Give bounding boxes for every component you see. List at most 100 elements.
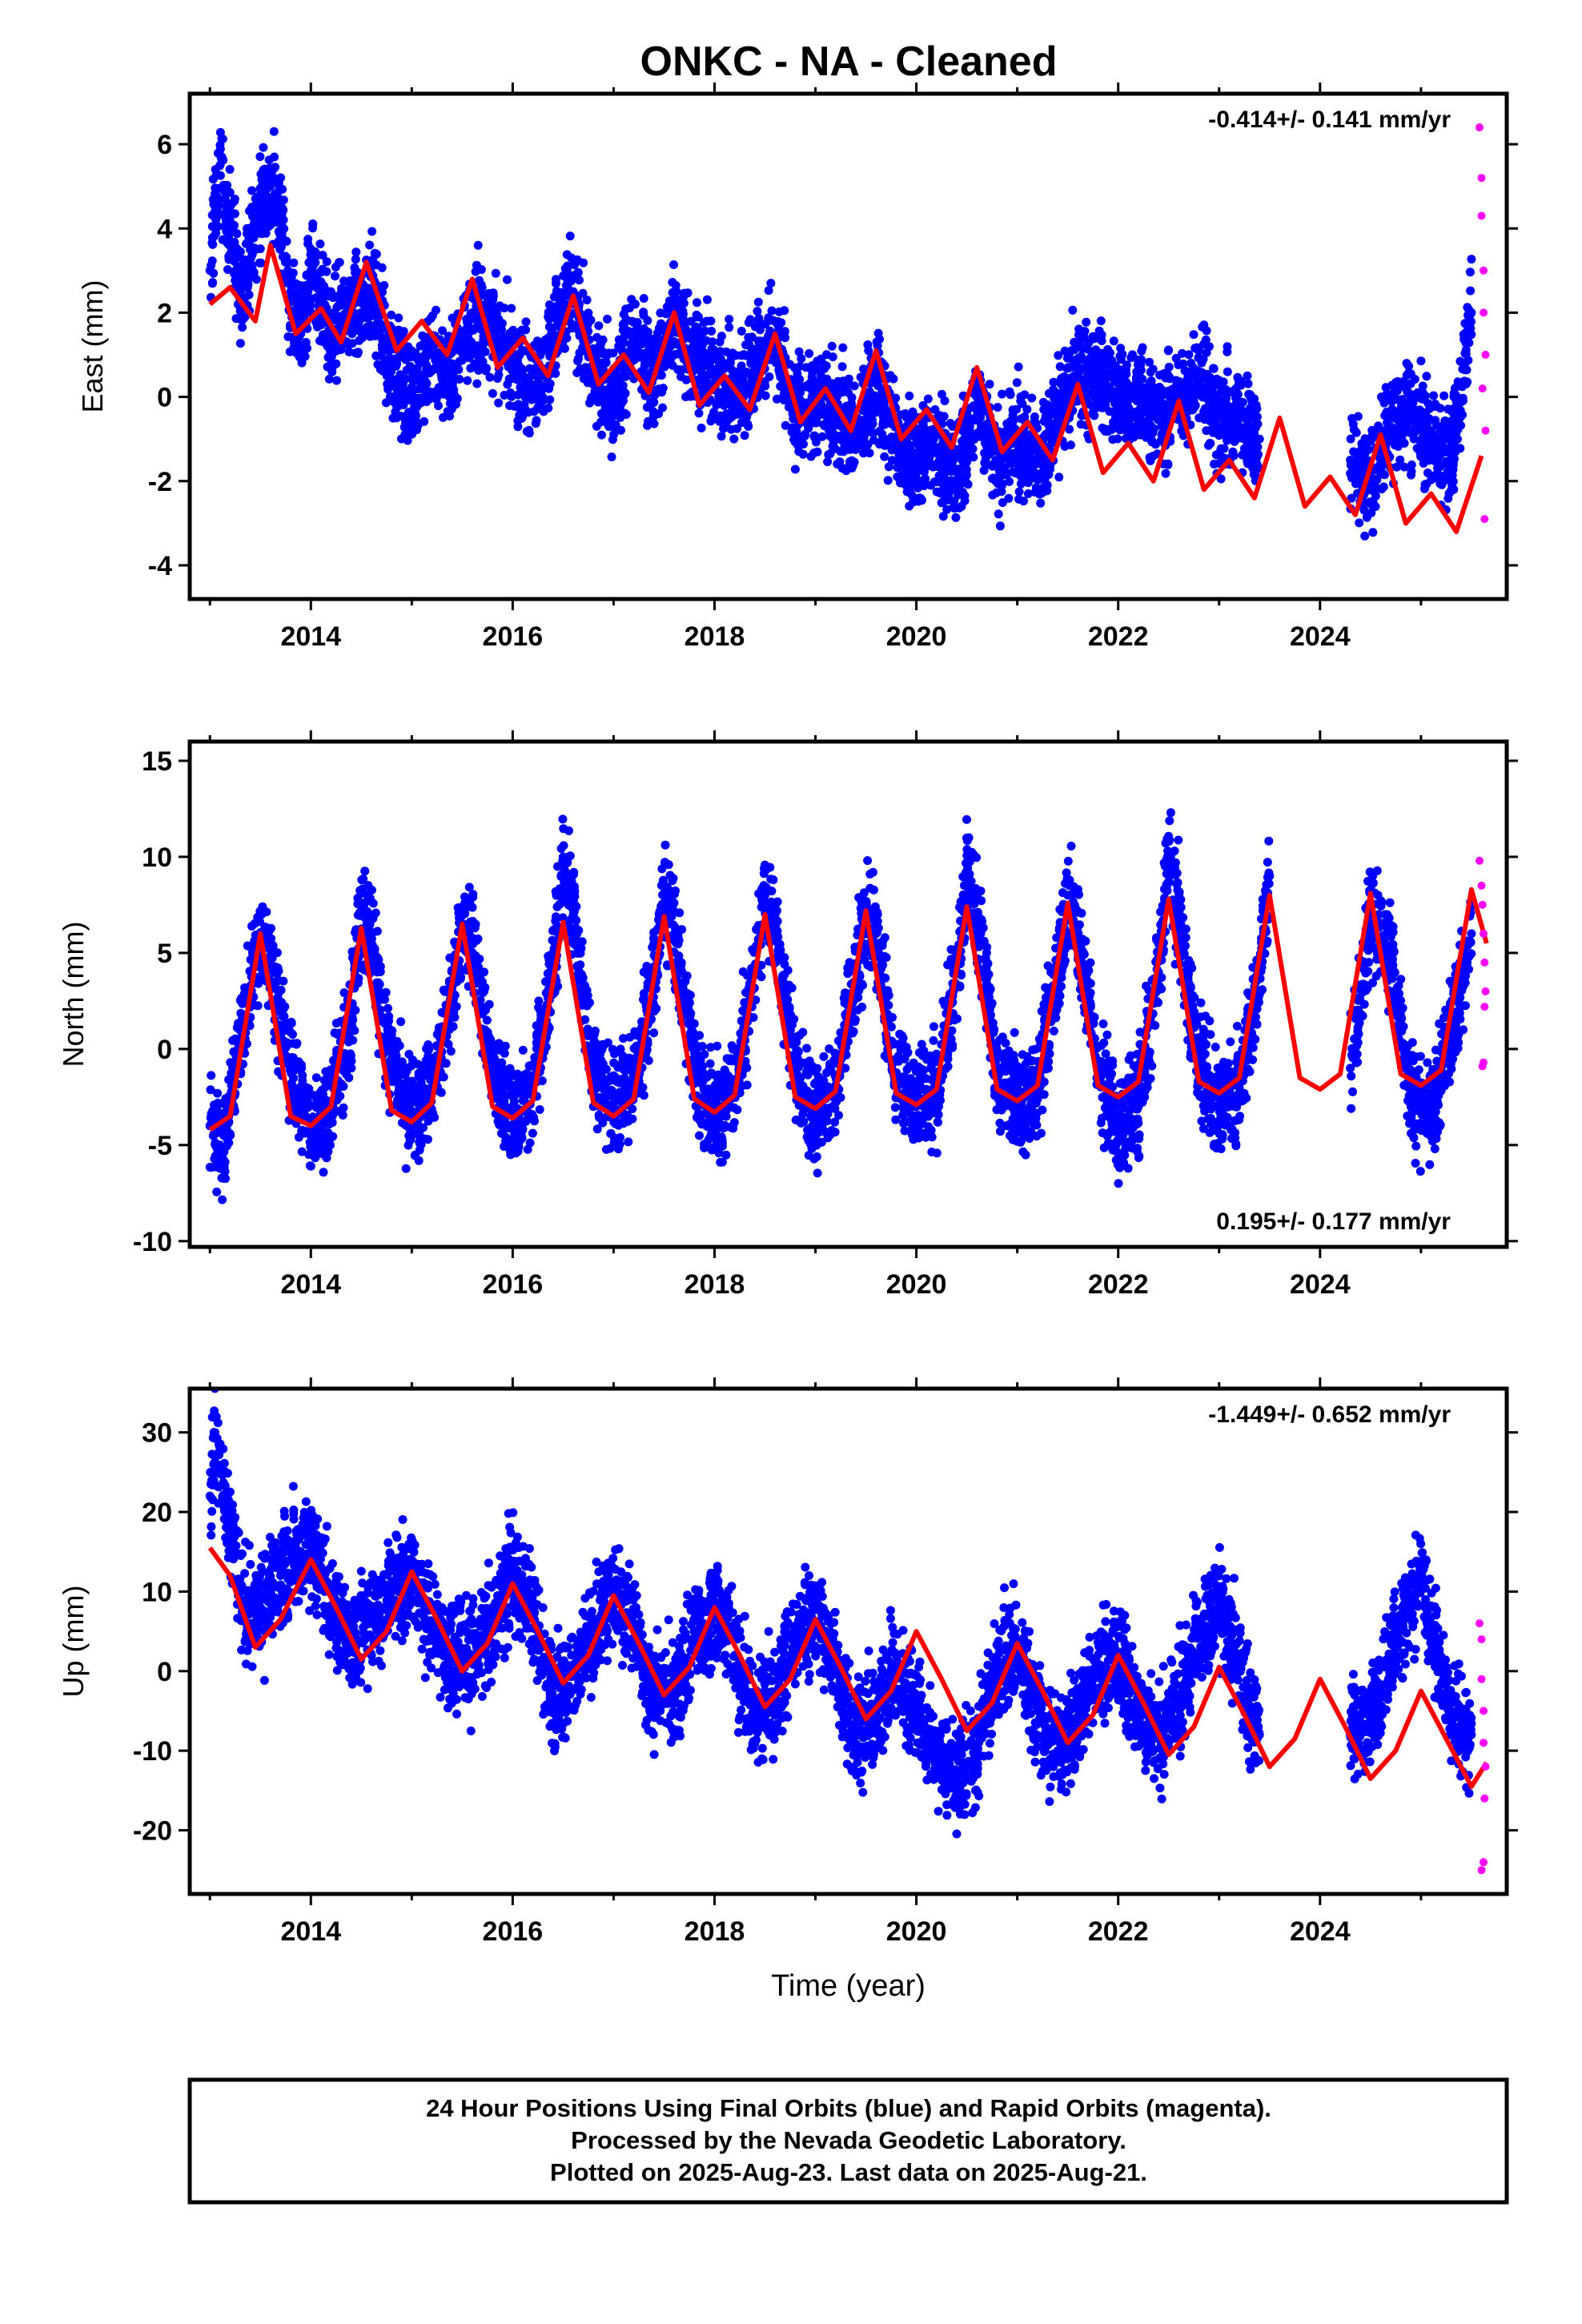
final-point bbox=[1177, 426, 1186, 436]
final-point bbox=[1215, 400, 1224, 409]
final-point bbox=[1209, 382, 1219, 391]
final-point bbox=[1184, 380, 1194, 389]
final-point bbox=[1057, 380, 1066, 389]
final-point bbox=[392, 389, 402, 399]
final-point bbox=[995, 466, 1004, 476]
final-point bbox=[1147, 436, 1157, 446]
final-point bbox=[937, 498, 946, 508]
final-point bbox=[618, 336, 628, 346]
final-point bbox=[536, 341, 544, 350]
final-point bbox=[640, 359, 650, 368]
final-point bbox=[468, 308, 477, 317]
final-point bbox=[1135, 404, 1145, 413]
final-point bbox=[1041, 430, 1050, 440]
final-point bbox=[607, 452, 616, 462]
final-point bbox=[817, 409, 827, 419]
final-point bbox=[231, 275, 240, 285]
final-point bbox=[1102, 395, 1111, 404]
final-point bbox=[394, 313, 404, 323]
final-point bbox=[1399, 462, 1409, 472]
panel-frame bbox=[187, 91, 1509, 601]
final-point bbox=[1115, 352, 1125, 361]
final-point bbox=[1215, 424, 1225, 433]
final-point bbox=[1163, 459, 1173, 468]
final-point bbox=[716, 394, 725, 404]
final-point bbox=[507, 304, 516, 313]
final-point bbox=[1016, 396, 1026, 406]
final-point bbox=[388, 413, 398, 423]
final-point bbox=[1347, 493, 1356, 503]
final-point bbox=[232, 229, 242, 239]
final-point bbox=[1012, 404, 1022, 414]
final-point bbox=[1453, 377, 1463, 387]
plot-area bbox=[205, 123, 1490, 541]
final-point bbox=[1094, 380, 1103, 389]
final-point bbox=[905, 391, 914, 400]
final-point bbox=[329, 308, 339, 318]
final-point bbox=[1412, 444, 1422, 453]
final-point bbox=[600, 396, 610, 405]
final-point bbox=[1406, 413, 1415, 423]
final-point bbox=[893, 472, 902, 481]
final-point bbox=[400, 412, 409, 421]
final-point bbox=[1062, 353, 1072, 363]
final-point bbox=[1448, 415, 1458, 424]
final-point bbox=[255, 244, 265, 254]
final-point bbox=[1017, 452, 1026, 461]
final-point bbox=[650, 390, 660, 400]
final-point bbox=[488, 295, 498, 304]
final-point bbox=[609, 404, 619, 413]
final-point bbox=[596, 345, 606, 355]
chart-title: ONKC - NA - Cleaned bbox=[640, 38, 1058, 85]
final-point bbox=[946, 455, 956, 464]
final-point bbox=[1137, 355, 1146, 364]
final-point bbox=[880, 452, 889, 461]
final-point bbox=[255, 152, 265, 162]
final-point bbox=[1158, 370, 1166, 380]
final-point bbox=[744, 389, 753, 399]
final-point bbox=[737, 327, 746, 336]
final-point bbox=[1082, 371, 1092, 380]
final-point bbox=[565, 231, 575, 241]
final-point bbox=[1238, 397, 1247, 407]
final-point bbox=[932, 443, 942, 452]
final-point bbox=[215, 144, 225, 154]
rapid-point bbox=[1477, 174, 1486, 183]
final-point bbox=[249, 233, 259, 243]
final-point bbox=[992, 456, 1002, 464]
final-point bbox=[1456, 408, 1465, 418]
final-point bbox=[287, 272, 296, 282]
x-tick-label: 2024 bbox=[1290, 621, 1351, 652]
final-point bbox=[1379, 398, 1389, 408]
final-point bbox=[612, 384, 621, 394]
final-point bbox=[837, 362, 847, 372]
final-point bbox=[699, 318, 709, 327]
final-point bbox=[1216, 474, 1226, 484]
final-point bbox=[913, 497, 923, 506]
final-point bbox=[1155, 393, 1165, 403]
final-point bbox=[1252, 412, 1262, 421]
final-point bbox=[1022, 404, 1032, 414]
final-point bbox=[511, 364, 520, 373]
final-point bbox=[1219, 406, 1228, 415]
final-point bbox=[1419, 427, 1429, 436]
final-point bbox=[1242, 424, 1251, 434]
y-tick-label: 0 bbox=[157, 383, 172, 413]
final-point bbox=[524, 428, 534, 438]
final-point bbox=[1400, 422, 1410, 432]
final-point bbox=[1431, 453, 1441, 463]
final-point bbox=[448, 371, 457, 380]
final-point bbox=[238, 323, 247, 332]
final-point bbox=[1227, 426, 1237, 436]
final-point bbox=[841, 401, 851, 411]
final-point bbox=[642, 403, 652, 412]
final-point bbox=[297, 358, 307, 368]
final-point bbox=[865, 387, 874, 396]
final-point bbox=[1039, 482, 1049, 492]
final-point bbox=[1349, 447, 1359, 456]
final-point bbox=[481, 366, 491, 376]
final-point bbox=[560, 299, 570, 308]
final-point bbox=[339, 276, 348, 286]
final-point bbox=[584, 308, 593, 318]
final-point bbox=[629, 356, 639, 365]
